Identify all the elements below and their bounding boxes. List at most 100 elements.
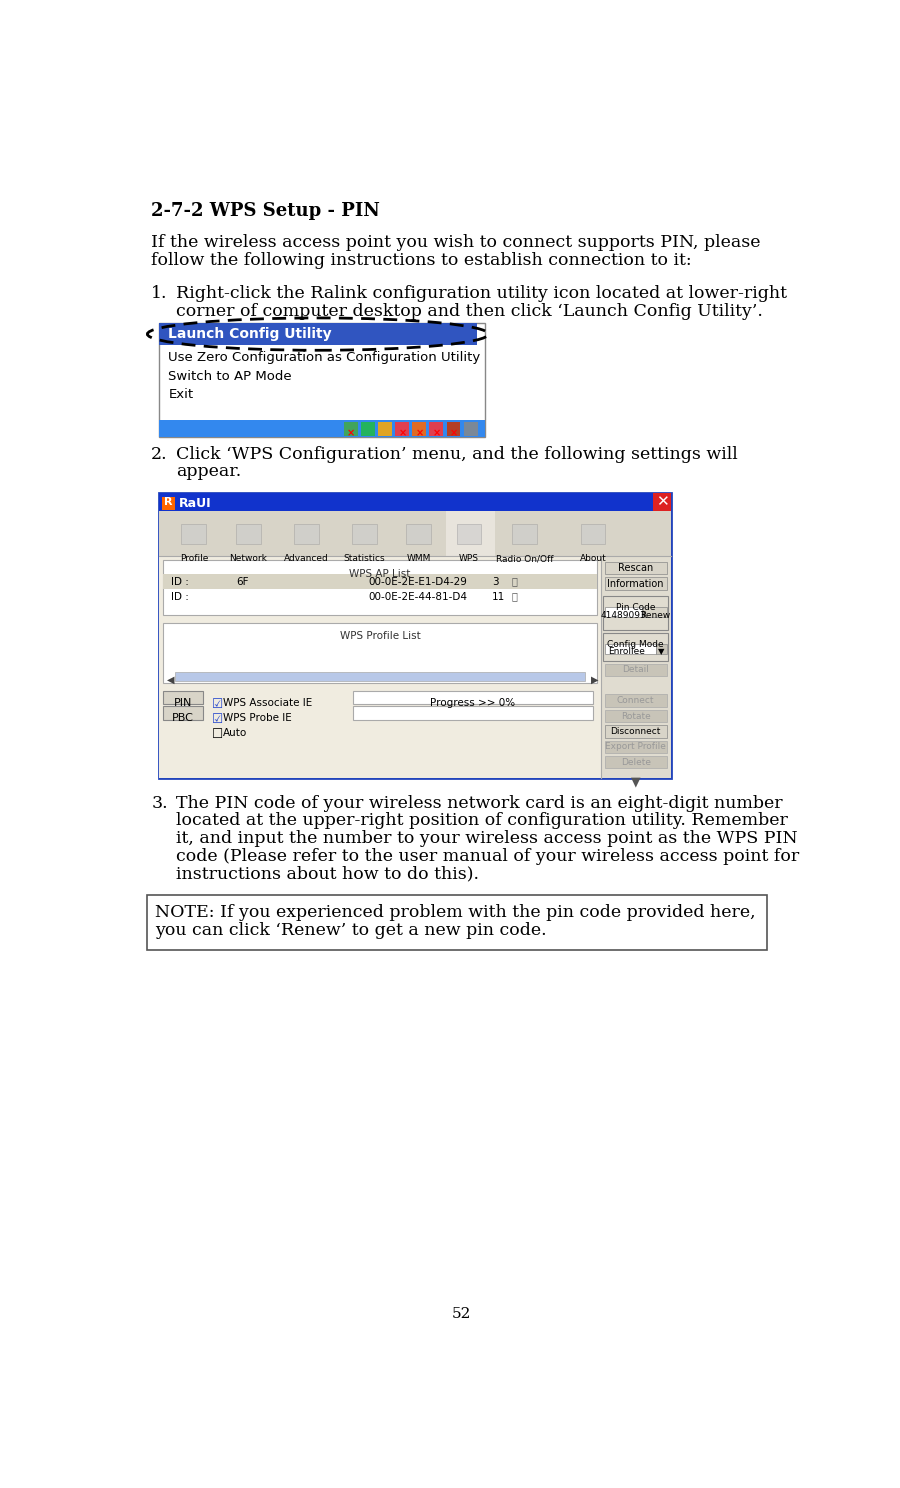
Text: 🔒: 🔒	[511, 576, 517, 586]
FancyBboxPatch shape	[353, 705, 593, 720]
Text: appear.: appear.	[176, 463, 241, 481]
FancyBboxPatch shape	[601, 557, 670, 778]
Text: it, and input the number to your wireless access point as the WPS PIN: it, and input the number to your wireles…	[176, 830, 797, 847]
FancyBboxPatch shape	[182, 524, 206, 543]
FancyBboxPatch shape	[159, 323, 477, 345]
Text: WPS Associate IE: WPS Associate IE	[222, 698, 311, 707]
FancyBboxPatch shape	[656, 644, 667, 655]
FancyBboxPatch shape	[163, 623, 597, 683]
Text: NOTE: If you experienced problem with the pin code provided here,: NOTE: If you experienced problem with th…	[155, 903, 756, 921]
Text: 2.: 2.	[151, 446, 168, 463]
FancyBboxPatch shape	[293, 524, 319, 543]
FancyBboxPatch shape	[148, 894, 768, 951]
Text: If the wireless access point you wish to connect supports PIN, please: If the wireless access point you wish to…	[151, 234, 760, 251]
Text: 00-0E-2E-44-81-D4: 00-0E-2E-44-81-D4	[368, 592, 467, 603]
Text: 52: 52	[452, 1306, 471, 1321]
Text: WPS AP List: WPS AP List	[349, 568, 410, 579]
Text: 1.: 1.	[151, 284, 167, 302]
Text: Click ‘WPS Configuration’ menu, and the following settings will: Click ‘WPS Configuration’ menu, and the …	[176, 446, 738, 463]
Text: Rotate: Rotate	[621, 711, 651, 720]
Text: Launch Config Utility: Launch Config Utility	[168, 327, 332, 341]
Text: Advanced: Advanced	[284, 555, 328, 564]
Text: WMM: WMM	[407, 555, 431, 564]
Text: WPS Profile List: WPS Profile List	[339, 631, 420, 640]
FancyBboxPatch shape	[159, 493, 670, 778]
FancyBboxPatch shape	[236, 524, 260, 543]
Text: ☑: ☑	[212, 713, 223, 726]
Text: ×: ×	[432, 429, 440, 437]
FancyBboxPatch shape	[378, 423, 392, 436]
Text: Use Zero Configuration as Configuration Utility: Use Zero Configuration as Configuration …	[168, 351, 481, 365]
FancyBboxPatch shape	[406, 524, 431, 543]
FancyBboxPatch shape	[159, 323, 484, 437]
FancyBboxPatch shape	[159, 420, 484, 437]
FancyBboxPatch shape	[653, 493, 670, 512]
Text: corner of computer desktop and then click ‘Launch Config Utility’.: corner of computer desktop and then clic…	[176, 302, 763, 320]
FancyBboxPatch shape	[605, 607, 642, 618]
Text: ▼: ▼	[658, 647, 664, 656]
Text: Pin Code: Pin Code	[616, 603, 655, 612]
FancyBboxPatch shape	[456, 524, 482, 543]
FancyBboxPatch shape	[446, 512, 495, 557]
FancyBboxPatch shape	[162, 497, 175, 510]
Text: PBC: PBC	[172, 713, 194, 723]
FancyBboxPatch shape	[605, 710, 667, 722]
Text: Delete: Delete	[621, 757, 651, 766]
Text: Progress >> 0%: Progress >> 0%	[430, 698, 516, 707]
FancyBboxPatch shape	[395, 423, 410, 436]
FancyBboxPatch shape	[605, 664, 667, 676]
Text: ID :: ID :	[171, 592, 188, 603]
Text: located at the upper-right position of configuration utility. Remember: located at the upper-right position of c…	[176, 812, 788, 829]
FancyBboxPatch shape	[446, 423, 461, 436]
FancyBboxPatch shape	[605, 741, 667, 753]
FancyBboxPatch shape	[361, 423, 375, 436]
Text: ◀: ◀	[166, 674, 175, 684]
Text: 2-7-2 WPS Setup - PIN: 2-7-2 WPS Setup - PIN	[151, 202, 380, 220]
Text: WPS: WPS	[459, 555, 479, 564]
Text: 11: 11	[492, 592, 506, 603]
Text: Radio On/Off: Radio On/Off	[496, 555, 554, 564]
Text: ☐: ☐	[212, 728, 223, 741]
FancyBboxPatch shape	[605, 577, 667, 589]
Text: Renew: Renew	[640, 612, 670, 620]
Text: 6F: 6F	[237, 577, 249, 586]
Text: ×: ×	[347, 429, 356, 437]
Text: Export Profile: Export Profile	[605, 743, 666, 751]
Text: Connect: Connect	[616, 696, 654, 705]
Text: ▶: ▶	[591, 674, 599, 684]
Text: 3: 3	[492, 577, 499, 586]
FancyBboxPatch shape	[163, 705, 203, 720]
FancyBboxPatch shape	[159, 493, 670, 512]
FancyBboxPatch shape	[352, 524, 377, 543]
FancyBboxPatch shape	[175, 673, 585, 682]
FancyBboxPatch shape	[159, 557, 601, 778]
FancyBboxPatch shape	[464, 423, 478, 436]
Text: Config Mode: Config Mode	[608, 640, 664, 649]
Text: ×: ×	[415, 429, 424, 437]
Text: 41489093: 41489093	[600, 612, 646, 620]
Text: RaUI: RaUI	[179, 497, 212, 509]
Text: Statistics: Statistics	[344, 555, 385, 564]
Text: code (Please refer to the user manual of your wireless access point for: code (Please refer to the user manual of…	[176, 848, 799, 865]
FancyBboxPatch shape	[605, 695, 667, 707]
FancyBboxPatch shape	[512, 524, 537, 543]
Text: Detail: Detail	[622, 665, 649, 674]
Text: WPS Probe IE: WPS Probe IE	[222, 713, 292, 723]
Text: About: About	[580, 555, 607, 564]
FancyBboxPatch shape	[159, 512, 670, 557]
FancyBboxPatch shape	[353, 690, 593, 704]
Text: Disconnect: Disconnect	[610, 728, 661, 737]
Text: R: R	[164, 497, 173, 506]
Text: ×: ×	[399, 429, 407, 437]
Text: Profile: Profile	[180, 555, 208, 564]
FancyBboxPatch shape	[605, 756, 667, 768]
FancyBboxPatch shape	[163, 573, 597, 589]
Text: The PIN code of your wireless network card is an eight-digit number: The PIN code of your wireless network ca…	[176, 795, 783, 811]
Text: follow the following instructions to establish connection to it:: follow the following instructions to est…	[151, 251, 692, 269]
Text: ✕: ✕	[655, 494, 669, 509]
Text: instructions about how to do this).: instructions about how to do this).	[176, 866, 479, 882]
Text: you can click ‘Renew’ to get a new pin code.: you can click ‘Renew’ to get a new pin c…	[155, 921, 547, 939]
Text: ID :: ID :	[171, 577, 188, 586]
FancyBboxPatch shape	[412, 423, 427, 436]
Text: Network: Network	[230, 555, 267, 564]
